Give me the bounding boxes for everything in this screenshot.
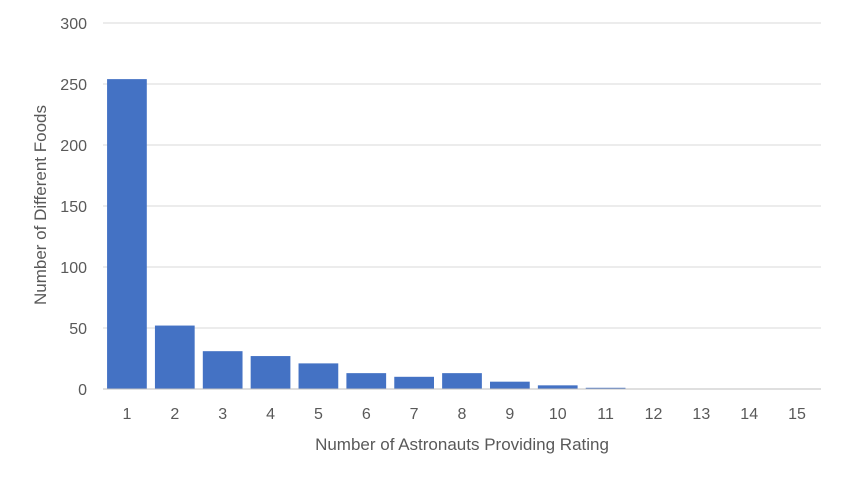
bar-4 — [250, 356, 291, 389]
x-tick-label: 13 — [692, 406, 710, 423]
x-tick-label: 5 — [314, 406, 323, 423]
bar-7 — [394, 376, 434, 389]
bar-5 — [298, 363, 339, 389]
gridlines — [103, 22, 821, 329]
x-tick-label: 11 — [597, 406, 614, 423]
bar-11 — [585, 387, 626, 389]
x-tick-label: 3 — [218, 406, 227, 423]
y-tick-label: 50 — [69, 321, 87, 338]
x-tick-label: 1 — [122, 406, 131, 423]
x-tick-label: 9 — [505, 406, 514, 423]
y-tick-label: 0 — [78, 382, 87, 399]
bar-6 — [346, 373, 387, 389]
bar-9 — [490, 381, 530, 389]
bar-8 — [442, 373, 482, 389]
x-tick-labels: 1 2 3 4 5 6 7 8 9 10 11 12 13 14 15 — [122, 406, 806, 423]
x-tick-label: 15 — [788, 406, 806, 423]
x-axis-title: Number of Astronauts Providing Rating — [315, 435, 609, 454]
y-tick-label: 200 — [60, 138, 87, 155]
y-tick-label: 100 — [60, 260, 87, 277]
x-tick-label: 8 — [458, 406, 467, 423]
x-tick-label: 7 — [410, 406, 419, 423]
bar-2 — [154, 325, 195, 389]
x-tick-label: 4 — [266, 406, 275, 423]
y-tick-label: 250 — [60, 77, 87, 94]
y-tick-labels: 0 50 100 150 200 250 300 — [60, 16, 87, 399]
x-tick-label: 6 — [362, 406, 371, 423]
y-axis-title: Number of Different Foods — [31, 105, 50, 305]
y-tick-label: 300 — [60, 16, 87, 33]
bars — [107, 79, 626, 390]
x-tick-label: 10 — [549, 406, 567, 423]
x-tick-label: 12 — [645, 406, 663, 423]
x-tick-label: 14 — [740, 406, 758, 423]
bar-1 — [107, 79, 147, 390]
x-tick-label: 2 — [170, 406, 179, 423]
bar-3 — [202, 351, 243, 389]
bar-10 — [537, 385, 578, 389]
y-tick-label: 150 — [60, 199, 87, 216]
